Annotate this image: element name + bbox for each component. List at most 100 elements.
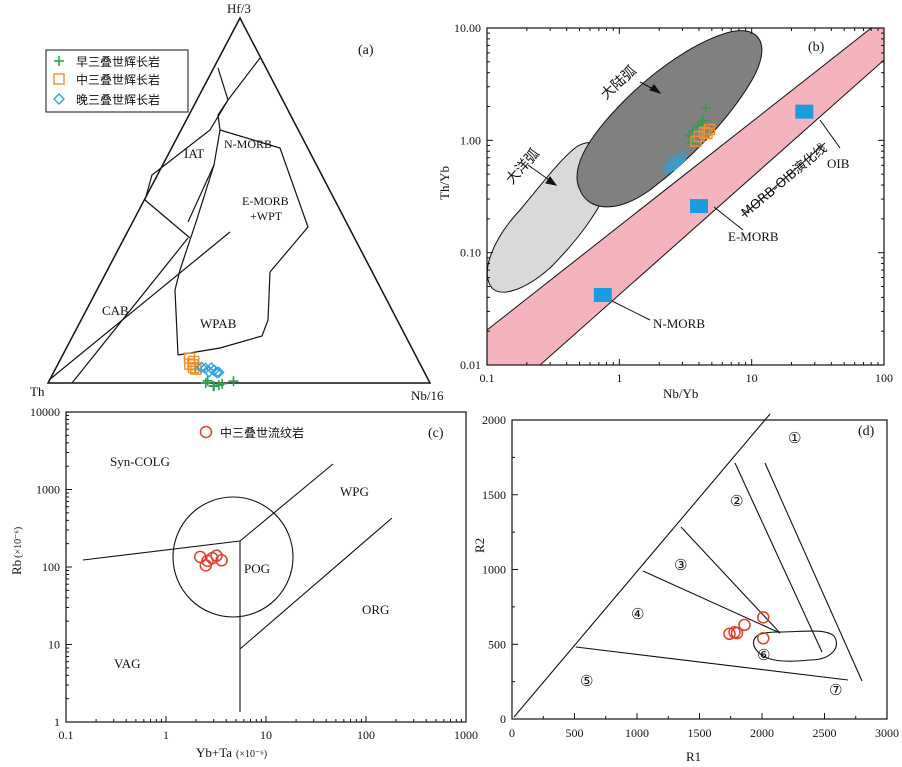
reference-points [593,104,814,302]
y-tick-label: 0 [500,712,506,726]
x-tick-label: 0.1 [480,371,495,385]
ternary-labels: Hf/3 Th Nb/16 (a) IAT N-MORB E-MORB +WPT… [30,1,444,403]
legend-marker-diamond [53,93,65,105]
y-axis-label: Th/Yb [437,166,452,200]
y-tick-label: 1000 [482,563,506,577]
point-circle [193,550,207,564]
x-tick-label: 1 [616,371,622,385]
legend-box [45,49,189,113]
data-points [193,549,228,572]
y-axis-label: Rb(×10⁻⁶) [9,527,24,575]
reference-point-marker [690,199,709,214]
point-circle [738,618,751,632]
panel-d-r1-r2: 0 500 1000 1500 2000 2500 3000 0 500 1000 1500 2000… [472,413,899,764]
y-tick-label: 1 [54,715,60,729]
point-circle [215,554,228,567]
field-label-3: ③ [674,556,687,574]
field-label-pog: POG [244,561,270,576]
field-label-wpg: WPG [340,484,369,499]
data-points [183,352,239,392]
field-label-7: ⑦ [829,681,842,699]
y-tick-label: 0.01 [460,358,481,372]
point-square [188,355,200,368]
label-oceanic-arc: 大洋弧 [503,146,543,188]
x-tick-label: 500 [566,726,584,740]
apex-label-right: Nb/16 [411,388,444,403]
y-tick-label: 10000 [30,405,60,419]
x-tick-label: 1000 [625,726,649,740]
plot-frame [486,27,885,366]
point-diamond [210,366,223,379]
ternary-outline [46,16,432,384]
continental-arc-field [576,30,763,208]
field-label-1: ① [788,429,801,447]
x-tick-label: 1 [163,728,169,742]
field-labels: Syn-COLG WPG POG VAG ORG (c) [110,426,444,671]
field-label-org: ORG [362,602,389,617]
x-tick-label: 100 [357,728,375,742]
point-circle [728,626,741,639]
legend-marker-circle [199,425,213,439]
point-plus [202,375,213,386]
y-tick-label: 100 [42,560,60,574]
point-diamond [203,365,216,378]
x-axis-label: R1 [686,749,701,764]
reference-point-marker [795,104,814,119]
panel-a-ternary: Hf/3 Th Nb/16 (a) IAT N-MORB E-MORB +WPT… [30,1,444,403]
field-label-iat: IAT [184,146,204,161]
data-points [661,102,716,176]
field-label-nmorb: N-MORB [224,137,272,151]
arrows [527,81,841,321]
legend-label-early: 早三叠世辉长岩 [76,54,160,69]
field-label-wpt: +WPT [250,209,283,223]
field-boundaries [513,413,863,718]
point-circle [757,611,770,624]
field-6-outline [753,630,837,662]
legend-label-middle: 中三叠世辉长岩 [76,72,160,87]
field-label-cab: CAB [102,303,129,318]
panel-tag: (c) [428,426,444,441]
panel-tag: (a) [358,43,374,58]
point-circle [723,627,736,641]
y-tick-label: 500 [488,637,506,651]
x-tick-label: 3000 [875,726,899,740]
point-diamond [667,154,680,167]
reference-point-marker [593,287,612,302]
x-tick-label: 0.1 [59,728,74,742]
label-nmorb: N-MORB [653,316,705,331]
x-tick-label: 100 [875,371,893,385]
point-square [690,135,702,148]
x-tick-label: 2000 [750,726,774,740]
point-plus [217,378,228,389]
pog-circle [172,496,294,618]
field-boundaries [82,463,393,712]
y-axis-label: R2 [472,538,487,553]
point-circle [199,559,213,572]
point-diamond [212,366,225,379]
field-label-wpab: WPAB [200,316,237,331]
y-tick-label: 1500 [482,488,506,502]
x-tick-label: 1500 [688,726,712,740]
y-tick-label: 0.10 [460,246,481,260]
legend-label-late: 晚三叠世辉长岩 [76,92,160,107]
x-tick-label: 1000 [454,728,478,742]
point-square [187,361,200,374]
panel-tag: (b) [808,40,825,55]
field-labels: ① ② ③ ④ ⑤ ⑥ ⑦ (d) R1 R2 [472,424,875,764]
field-label-6: ⑥ [757,646,770,664]
point-diamond [661,163,674,176]
field-boundaries [48,57,309,384]
x-tick-label: 2500 [813,726,837,740]
apex-label-top: Hf/3 [227,1,251,16]
x-axis-label: Yb+Ta (×10⁻⁶) [196,745,267,760]
legend-label-rhyolite: 中三叠世流纹岩 [220,425,304,440]
point-plus [700,102,711,113]
field-label-2: ② [730,492,743,510]
point-plus [228,376,239,387]
x-tick-label: 10 [746,371,758,385]
label-emorb: E-MORB [728,229,779,244]
